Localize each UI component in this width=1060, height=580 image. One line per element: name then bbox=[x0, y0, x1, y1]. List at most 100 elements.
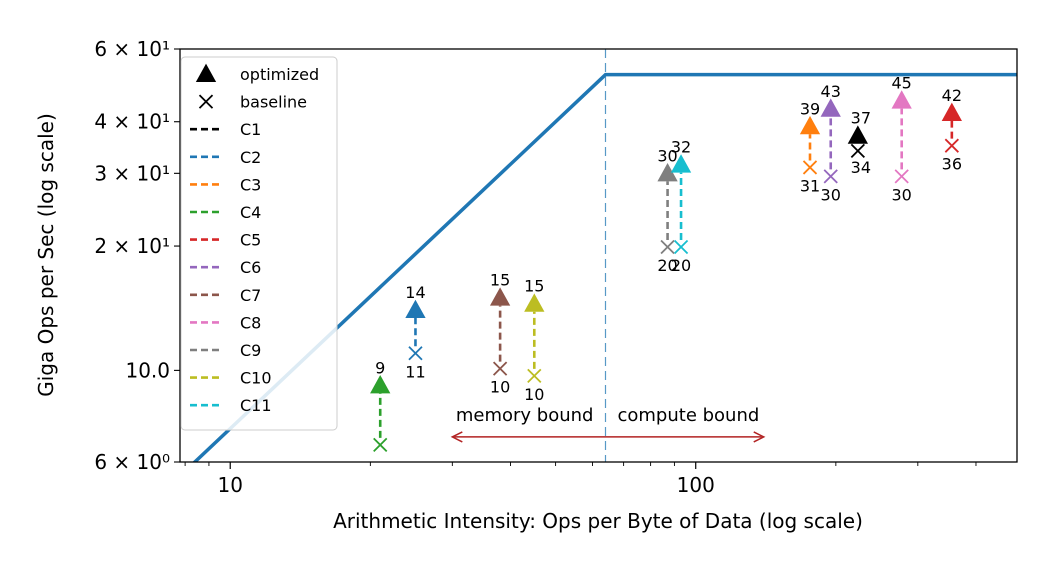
series-c4-baseline-marker bbox=[373, 437, 388, 453]
series-c5-optimized-label: 42 bbox=[942, 86, 962, 105]
series-c10-optimized-marker bbox=[524, 293, 545, 312]
series-c11: 32 20 bbox=[671, 138, 691, 275]
series-c10-baseline-marker bbox=[527, 368, 542, 383]
legend-box bbox=[180, 56, 338, 431]
series-c1-baseline-marker bbox=[850, 143, 865, 159]
series-c9-optimized-label: 30 bbox=[657, 146, 677, 165]
x-tick-label: 100 bbox=[677, 473, 715, 497]
y-tick-label: 2 × 10¹ bbox=[94, 234, 170, 258]
legend-label-c5: C5 bbox=[240, 231, 261, 250]
y-tick-label: 3 × 10¹ bbox=[94, 161, 170, 185]
series-c6-optimized-label: 43 bbox=[821, 82, 841, 101]
series-c4-optimized-marker bbox=[370, 374, 391, 394]
legend-label-c9: C9 bbox=[240, 341, 261, 360]
y-tick-label: 6 × 10¹ bbox=[94, 37, 170, 61]
series-c8-baseline-marker-stroke-b bbox=[894, 169, 909, 184]
legend-label: baseline bbox=[240, 93, 307, 112]
series-c1-optimized-label: 37 bbox=[851, 109, 871, 128]
series-c7-optimized-marker bbox=[489, 287, 511, 306]
series-c2-optimized-marker bbox=[405, 299, 426, 319]
series-c9-baseline-marker bbox=[660, 239, 675, 255]
series-c9-baseline-marker-stroke-b bbox=[660, 239, 675, 255]
axes-layer: 10 100 6 × 10⁰ 10.0 2 × 10¹ 3 × 10¹ 4 × 10¹ 6 ×… bbox=[94, 37, 977, 497]
series-c2: 14 11 bbox=[405, 283, 425, 381]
series-c10-baseline-marker-stroke-b bbox=[527, 368, 542, 383]
series-c6-baseline-marker bbox=[823, 169, 838, 184]
bound-arrow bbox=[450, 431, 766, 443]
series-c3-baseline-marker bbox=[802, 160, 818, 175]
plot-frame bbox=[179, 48, 1018, 463]
x-axis-label: Arithmetic Intensity: Ops per Byte of Da… bbox=[333, 509, 863, 533]
y-tick-label: 6 × 10⁰ bbox=[94, 450, 170, 474]
series-c6: 43 30 bbox=[821, 82, 841, 205]
series-c6-baseline-marker-stroke-b bbox=[823, 169, 838, 184]
series-c5: 42 36 bbox=[942, 86, 962, 174]
x-tick-label: 10 bbox=[218, 473, 243, 497]
series-c7-baseline-marker-stroke-b bbox=[492, 361, 508, 376]
series-c4-optimized-label: 9 bbox=[375, 358, 385, 377]
legend-label-c6: C6 bbox=[240, 258, 261, 277]
series-c11-baseline-marker bbox=[673, 239, 689, 255]
series-c1: 37 34 bbox=[847, 109, 871, 177]
y-tick-label: 4 × 10¹ bbox=[94, 110, 170, 134]
legend-label: optimized bbox=[240, 65, 319, 84]
series-c5-baseline-marker-stroke-b bbox=[944, 138, 959, 153]
series-c5-baseline-label: 36 bbox=[942, 155, 962, 174]
series-c5-baseline-marker bbox=[944, 138, 959, 153]
series-c2-baseline-marker bbox=[408, 346, 423, 361]
series-c2-optimized-label: 14 bbox=[405, 283, 425, 302]
series-c7-baseline-label: 10 bbox=[490, 378, 510, 397]
series-c1-baseline-label: 34 bbox=[851, 158, 871, 177]
series-c8-optimized-label: 45 bbox=[892, 74, 912, 93]
series-c9: 30 20 bbox=[657, 146, 677, 275]
series-c6-optimized-marker bbox=[820, 98, 841, 117]
series-c3-baseline-label: 31 bbox=[800, 176, 820, 195]
legend-label-c1: C1 bbox=[240, 120, 261, 139]
series-c11-baseline-marker-stroke-b bbox=[673, 239, 689, 255]
legend-label-c7: C7 bbox=[240, 286, 261, 305]
series-c1-optimized-marker bbox=[847, 125, 869, 144]
legend-label-c8: C8 bbox=[240, 313, 261, 332]
series-c10-baseline-label: 10 bbox=[524, 385, 544, 404]
series-c6-baseline-label: 30 bbox=[821, 185, 841, 204]
series-c9-baseline-label: 20 bbox=[657, 256, 677, 275]
series-c4: 9 bbox=[370, 358, 391, 453]
series-c8-baseline-label: 30 bbox=[892, 185, 912, 204]
series-c10-optimized-label: 15 bbox=[524, 277, 544, 296]
legend-label-c3: C3 bbox=[240, 175, 261, 194]
y-tick-label: 10.0 bbox=[125, 358, 170, 382]
memory-bound-label: memory bound bbox=[456, 405, 594, 426]
series-c8-baseline-marker bbox=[894, 169, 909, 184]
legend-label-c10: C10 bbox=[240, 369, 272, 388]
series-c8-optimized-marker bbox=[891, 90, 912, 109]
series-c11-optimized-marker bbox=[670, 154, 692, 173]
legend: optimized baseline C1 C2 C3 C4 C5 C6 C7 C8 C9 C10 C1… bbox=[180, 56, 338, 431]
series-c7-optimized-label: 15 bbox=[490, 271, 510, 290]
series-c3-optimized-marker bbox=[799, 115, 821, 135]
legend-label-c2: C2 bbox=[240, 148, 261, 167]
series-c4-baseline-marker-stroke-b bbox=[373, 437, 388, 453]
legend-x-icon bbox=[198, 94, 214, 109]
series-c3-optimized-label: 39 bbox=[800, 99, 820, 118]
series-c1-baseline-marker-stroke-b bbox=[850, 143, 865, 159]
plot-layer: 3734141139319423643301510453030201510322… bbox=[192, 49, 1017, 462]
series-c3: 39 31 bbox=[800, 99, 820, 195]
legend-label-c11: C11 bbox=[240, 396, 272, 415]
legend-x-icon-stroke-b bbox=[198, 94, 214, 109]
series-c8: 45 30 bbox=[892, 74, 912, 205]
series-c7-baseline-marker bbox=[492, 361, 508, 376]
series-c5-optimized-marker bbox=[941, 102, 962, 121]
legend-label-c4: C4 bbox=[240, 203, 261, 222]
y-axis-label: Giga Ops per Sec (log scale) bbox=[34, 113, 58, 397]
series-c2-baseline-marker-stroke-b bbox=[408, 346, 423, 361]
legend-triangle-icon bbox=[195, 63, 217, 82]
bound-arrow-right-head bbox=[753, 431, 766, 443]
series-c11-optimized-label: 32 bbox=[671, 138, 691, 157]
series-c2-baseline-label: 11 bbox=[405, 362, 425, 381]
compute-bound-label: compute bound bbox=[617, 405, 759, 426]
bound-arrow-left-head bbox=[450, 431, 463, 443]
